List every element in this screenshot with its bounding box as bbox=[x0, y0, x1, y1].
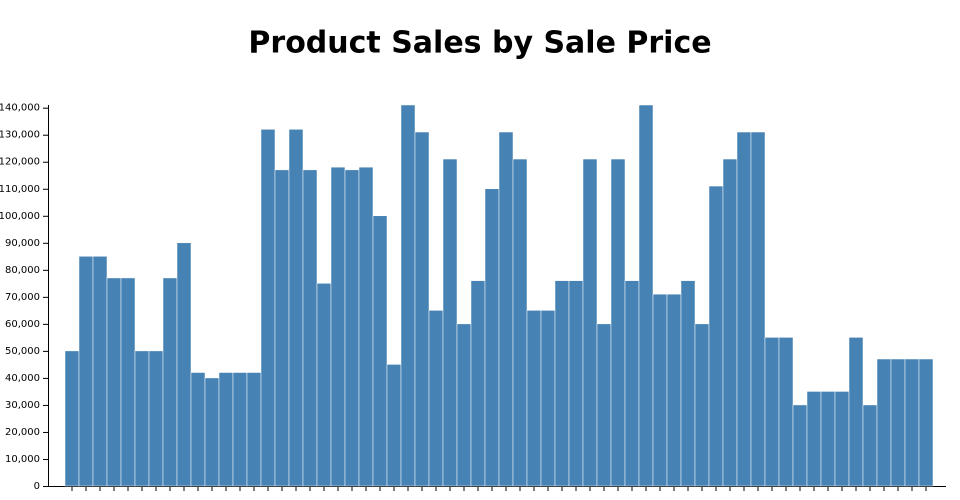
bar bbox=[512, 158, 528, 487]
bar bbox=[918, 358, 934, 487]
y-tick-label: 110,000 bbox=[0, 184, 40, 195]
bar bbox=[638, 104, 654, 487]
y-tick-label: 40,000 bbox=[5, 373, 40, 384]
bar bbox=[120, 277, 136, 487]
bar bbox=[246, 372, 262, 487]
bar bbox=[204, 377, 220, 487]
y-tick-label: 140,000 bbox=[0, 103, 40, 114]
y-tick-label: 60,000 bbox=[5, 319, 40, 330]
bar bbox=[554, 280, 570, 487]
bar bbox=[764, 337, 780, 487]
bar bbox=[582, 158, 598, 487]
bar bbox=[722, 158, 738, 487]
bar bbox=[176, 242, 192, 487]
bar bbox=[64, 350, 80, 487]
bar bbox=[890, 358, 906, 487]
y-tick-label: 70,000 bbox=[5, 292, 40, 303]
bar bbox=[792, 404, 808, 487]
bar bbox=[400, 104, 416, 487]
bar bbox=[78, 256, 94, 487]
bar bbox=[834, 391, 850, 487]
bar bbox=[904, 358, 920, 487]
bar bbox=[302, 169, 318, 487]
bar bbox=[232, 372, 248, 487]
bar bbox=[526, 310, 542, 487]
bar bbox=[134, 350, 150, 487]
bar bbox=[666, 293, 682, 487]
bar bbox=[708, 185, 724, 487]
bar bbox=[778, 337, 794, 487]
bar bbox=[274, 169, 290, 487]
bar bbox=[92, 256, 108, 487]
bar bbox=[330, 166, 346, 487]
bar bbox=[106, 277, 122, 487]
y-tick-label: 20,000 bbox=[5, 427, 40, 438]
bar bbox=[694, 323, 710, 487]
bar bbox=[442, 158, 458, 487]
bar bbox=[652, 293, 668, 487]
bar bbox=[190, 372, 206, 487]
bar bbox=[358, 166, 374, 487]
y-tick-label: 10,000 bbox=[5, 454, 40, 465]
bar bbox=[750, 131, 766, 487]
chart-title: Product Sales by Sale Price bbox=[248, 26, 711, 61]
bar bbox=[470, 280, 486, 487]
y-tick-label: 130,000 bbox=[0, 130, 40, 141]
y-tick-label: 120,000 bbox=[0, 157, 40, 168]
bar bbox=[288, 129, 304, 487]
y-tick-label: 100,000 bbox=[0, 211, 40, 222]
bar bbox=[820, 391, 836, 487]
bar bbox=[428, 310, 444, 487]
bar bbox=[568, 280, 584, 487]
bar bbox=[624, 280, 640, 487]
bar bbox=[610, 158, 626, 487]
y-tick-label: 0 bbox=[34, 481, 40, 492]
bar bbox=[148, 350, 164, 487]
bar bbox=[806, 391, 822, 487]
bar bbox=[876, 358, 892, 487]
bar bbox=[218, 372, 234, 487]
bar bbox=[260, 129, 276, 487]
bar bbox=[316, 283, 332, 487]
y-tick-label: 30,000 bbox=[5, 400, 40, 411]
y-tick-label: 90,000 bbox=[5, 238, 40, 249]
y-tick-label: 50,000 bbox=[5, 346, 40, 357]
bar bbox=[456, 323, 472, 487]
bar bbox=[862, 404, 878, 487]
bar bbox=[540, 310, 556, 487]
bar bbox=[344, 169, 360, 487]
y-tick-label: 80,000 bbox=[5, 265, 40, 276]
bar bbox=[680, 280, 696, 487]
bar bbox=[498, 131, 514, 487]
bar bbox=[414, 131, 430, 487]
bar bbox=[848, 337, 864, 487]
bar bbox=[736, 131, 752, 487]
bar bbox=[372, 215, 388, 487]
bar bbox=[386, 364, 402, 487]
bar bbox=[162, 277, 178, 487]
bar bbox=[484, 188, 500, 487]
bar bbox=[596, 323, 612, 487]
